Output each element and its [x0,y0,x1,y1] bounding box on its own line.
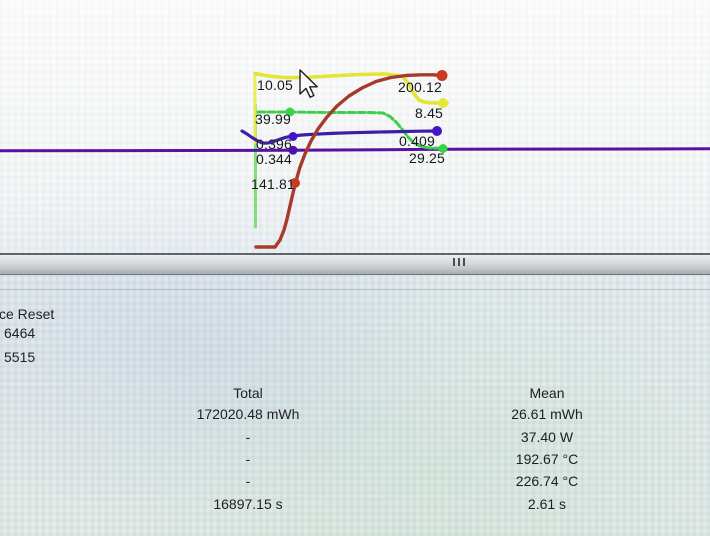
info-count-2: 5515 [4,349,36,365]
purple-horizontal-series-line [0,147,710,153]
total-temp2-value: - [245,473,251,489]
panel-divider-line [0,289,710,290]
series-value-label: 141.81 [251,176,296,192]
mean-temp2-value: 226.74 °C [515,473,579,489]
series-value-label: 10.05 [257,77,294,93]
mean-temp1-value: 192.67 °C [515,451,579,467]
total-temp1-value: - [245,451,251,467]
series-value-label: 0.344 [256,151,293,167]
mean-energy-value: 26.61 mWh [511,406,583,422]
mean-power-value: 37.40 W [520,429,574,445]
green-left-dot-marker [285,107,295,117]
red-right-dot-marker [436,70,448,81]
series-value-label: 0.396 [256,136,293,152]
chart-canvas [0,70,710,249]
mean-time-value: 2.61 s [527,496,567,512]
info-reset-label: ce Reset [0,306,55,322]
column-header-total: Total [233,385,263,401]
info-count-1: 6464 [4,325,36,341]
series-value-label: 39.99 [255,111,292,127]
green-right-dot-marker [438,144,448,153]
mouse-cursor-icon [299,69,318,98]
violet-right-dot-marker [432,126,442,136]
yellow-right-dot-marker [438,98,448,108]
splitter-grip-icon [453,258,465,266]
purple-left-dot-marker [288,145,298,155]
series-value-label: 8.45 [415,105,444,121]
violet-left-dot-marker [288,132,298,141]
chart-panel[interactable]: 10.05 200.12 39.99 8.45 0.396 0.409 0.344 29.25… [0,0,710,253]
horizontal-splitter[interactable] [0,253,710,275]
total-energy-value: 172020.48 mWh [196,406,300,422]
series-value-label: 0.409 [399,133,436,149]
splitter-bar [0,255,710,275]
total-time-value: 16897.15 s [213,496,283,512]
series-value-label: 29.25 [409,150,446,166]
splitter-top-border [0,253,710,255]
yellow-series-line [253,71,449,105]
red-left-dot-marker [290,178,300,188]
series-value-label: 200.12 [398,79,443,95]
column-header-mean: Mean [529,385,565,401]
total-power-value: - [245,429,251,445]
violet-series-line [240,129,439,145]
stats-panel: ce Reset 6464 5515 Total 172020.48 mWh -… [0,275,710,536]
red-series-line [254,73,444,249]
